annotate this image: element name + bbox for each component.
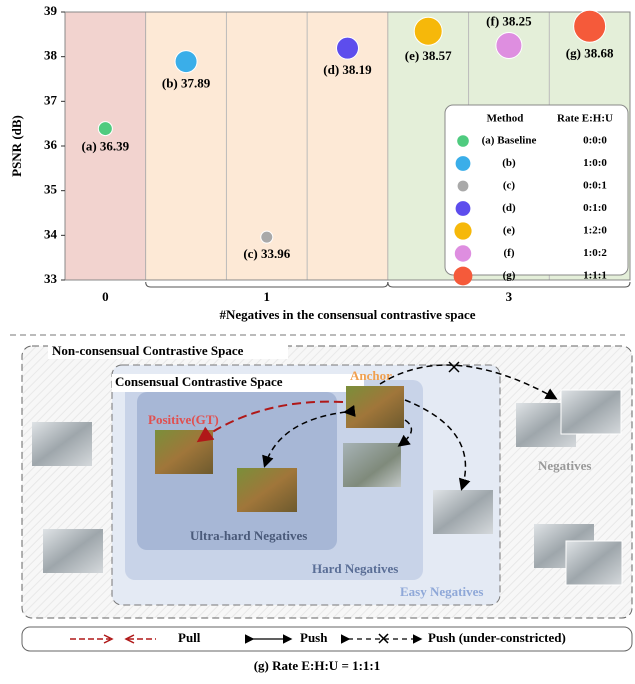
label-bg — [112, 374, 364, 392]
label-bg — [48, 343, 288, 359]
hard-label: Hard Negatives — [312, 561, 398, 576]
legend-rate: 1:0:0 — [583, 157, 607, 169]
diagram: Non-consensual Contrastive Space Consens… — [21, 343, 633, 673]
ultra-hard-label: Ultra-hard Negatives — [190, 528, 307, 543]
legend-marker — [454, 245, 472, 262]
legend-rate: 1:0:2 — [583, 247, 607, 259]
legend-rate: 0:1:0 — [583, 202, 607, 214]
x-axis-label: #Negatives in the consensual contrastive… — [219, 307, 475, 322]
easy-image — [433, 490, 493, 534]
easy-label: Easy Negatives — [400, 584, 483, 599]
negative-image — [560, 389, 622, 435]
data-label: (d) 38.19 — [323, 62, 372, 77]
consensual-label: Consensual Contrastive Space — [115, 374, 283, 389]
bubble — [97, 121, 113, 137]
data-label: (e) 38.57 — [405, 48, 452, 63]
hard-image — [343, 443, 401, 487]
negatives-label: Negatives — [538, 458, 591, 473]
negative-image — [32, 422, 92, 466]
x-tick-label: 0 — [102, 289, 109, 304]
y-tick-label: 34 — [44, 226, 58, 241]
y-tick-label: 38 — [44, 48, 58, 63]
legend-label: (d) — [502, 202, 516, 214]
legend-header: Rate E:H:U — [557, 113, 613, 125]
data-label: (b) 37.89 — [162, 76, 211, 91]
legend-marker — [453, 266, 473, 286]
negative-image — [43, 529, 103, 573]
cross — [448, 361, 460, 373]
push-arrow — [397, 419, 413, 447]
legend-label: Pull — [178, 630, 201, 645]
data-label: (g) 38.68 — [566, 45, 614, 60]
y-tick-label: 33 — [44, 271, 58, 286]
legend-rate: 1:1:1 — [583, 270, 607, 282]
legend-label: Push (under-constricted) — [428, 630, 566, 645]
positive-label: Positive(GT) — [148, 412, 219, 427]
weak-push-arrow — [379, 364, 558, 400]
non-consensual-label: Non-consensual Contrastive Space — [52, 343, 244, 358]
anchor-image — [346, 386, 404, 428]
region — [64, 11, 147, 281]
legend-rate: 0:0:0 — [583, 135, 607, 147]
legend-label: (e) — [503, 225, 516, 237]
legend-label: (a) Baseline — [482, 135, 537, 147]
bubble — [174, 50, 198, 74]
push-arrow — [404, 399, 471, 491]
negative-image — [565, 540, 623, 586]
data-label: (f) 38.25 — [486, 13, 532, 28]
y-axis-label: PSNR (dB) — [9, 115, 24, 177]
group-brace — [145, 281, 389, 288]
legend-box — [444, 104, 629, 276]
legend-marker — [455, 201, 471, 216]
legend-label: Push — [300, 630, 328, 645]
legend-rate: 0:0:1 — [583, 180, 607, 192]
legend-label: (g) — [503, 270, 516, 282]
legend-label: (f) — [504, 247, 515, 259]
bubble — [260, 230, 274, 244]
bubble — [573, 9, 607, 43]
y-tick-label: 35 — [44, 182, 58, 197]
bubble — [413, 16, 443, 46]
legend-rate: 1:2:0 — [583, 225, 607, 237]
x-tick-label: 1 — [264, 289, 271, 304]
caption: (g) Rate E:H:U = 1:1:1 — [254, 658, 381, 673]
cross — [378, 633, 389, 644]
legend-marker — [457, 180, 469, 192]
push-arrow — [262, 404, 356, 468]
ultra-hard-image — [237, 468, 297, 512]
legend-label: (b) — [502, 157, 516, 169]
bubble — [336, 36, 359, 60]
data-label: (c) 33.96 — [243, 246, 290, 261]
legend-box — [21, 626, 633, 652]
bubble — [495, 32, 523, 59]
group-brace — [387, 281, 631, 288]
x-tick-label: 3 — [506, 289, 513, 304]
y-tick-label: 36 — [44, 137, 58, 152]
data-label: (a) 36.39 — [82, 139, 130, 154]
legend-label: (c) — [503, 180, 516, 192]
legend-pull — [103, 634, 135, 644]
y-tick-label: 37 — [44, 92, 58, 107]
legend-marker — [455, 156, 471, 171]
legend-marker — [454, 222, 472, 240]
anchor-label: Anchor — [350, 368, 392, 383]
legend-header: Method — [487, 113, 524, 125]
y-tick-label: 39 — [44, 3, 58, 18]
legend-marker — [457, 135, 469, 147]
